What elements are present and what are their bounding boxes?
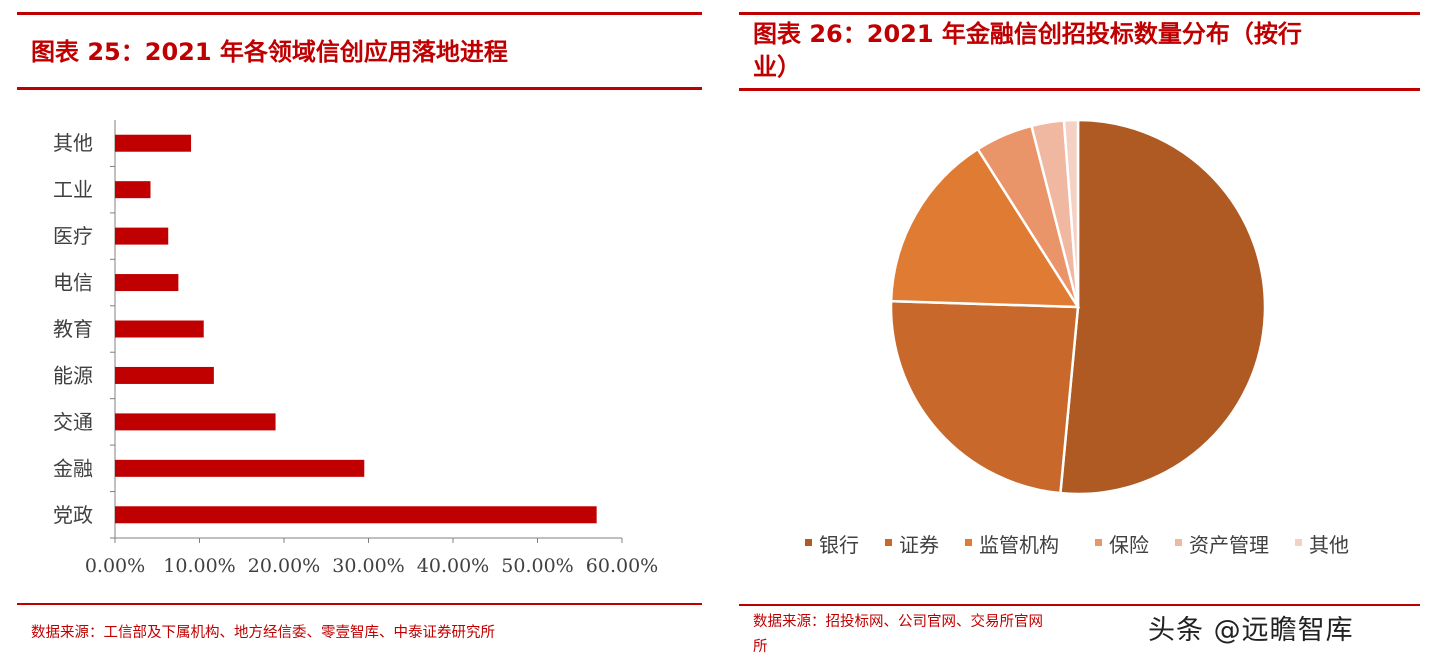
legend-swatch: [965, 539, 972, 546]
source-divider: [17, 603, 702, 605]
legend-label: 银行: [819, 533, 859, 557]
pie-slice: [889, 147, 1081, 309]
figure-26-source-line1: 数据来源：招投标网、公司官网、交易所官网: [753, 614, 1043, 630]
x-tick-label: 20.00%: [248, 555, 320, 577]
bar: [115, 181, 151, 199]
title-divider: [17, 87, 702, 90]
category-label: 教育: [53, 317, 93, 341]
category-label: 能源: [53, 363, 93, 387]
legend-label: 资产管理: [1189, 533, 1269, 557]
legend-label: 证券: [899, 533, 939, 557]
legend-swatch: [1175, 539, 1182, 546]
bar: [115, 366, 214, 384]
bar: [115, 274, 179, 292]
figure-26-title-line1: 图表 26：2021 年金融信创招投标数量分布（按行: [753, 20, 1302, 48]
legend-swatch: [885, 539, 892, 546]
figure-26-title-line2: 业）: [753, 53, 801, 81]
top-rule: [739, 12, 1420, 15]
category-label: 党政: [53, 503, 93, 527]
bar: [115, 413, 276, 431]
title-divider: [739, 88, 1420, 91]
x-tick-label: 60.00%: [586, 555, 658, 577]
x-tick-label: 40.00%: [417, 555, 489, 577]
legend-label: 监管机构: [979, 533, 1059, 557]
right-figure-panel: 图表 26：2021 年金融信创招投标数量分布（按行 业） 银行 证券 监管机构 保险…: [739, 0, 1420, 664]
left-figure-panel: 图表 25：2021 年各领域信创应用落地进程 0.00% 10.00% 20.00…: [17, 0, 702, 664]
watermark: 头条 @远瞻智库: [1148, 615, 1354, 646]
bar: [115, 320, 204, 338]
x-tick-label: 10.00%: [163, 555, 235, 577]
bar: [115, 459, 365, 477]
bar-chart: 0.00% 10.00% 20.00% 30.00% 40.00% 50.00% 60.00…: [53, 120, 658, 577]
figure-25-title: 图表 25：2021 年各领域信创应用落地进程: [31, 38, 508, 66]
category-label: 工业: [53, 178, 93, 202]
x-tick-label: 30.00%: [332, 555, 404, 577]
legend-swatch: [1095, 539, 1102, 546]
legend-label: 保险: [1109, 533, 1149, 557]
pie-slice: [1062, 118, 1080, 308]
legend-swatch: [1295, 539, 1302, 546]
category-label: 其他: [53, 131, 93, 155]
category-label: 交通: [53, 410, 93, 434]
legend-swatch: [805, 539, 812, 546]
pie-slice: [1059, 118, 1267, 496]
category-label: 医疗: [53, 224, 93, 248]
bar: [115, 227, 169, 245]
pie-chart: 银行 证券 监管机构 保险 资产管理 其他: [805, 118, 1349, 557]
x-tick-label: 50.00%: [501, 555, 573, 577]
figure-26-source-line2: 所: [753, 639, 768, 655]
bar: [115, 134, 192, 152]
figure-25-source: 数据来源：工信部及下属机构、地方经信委、零壹智库、中泰证券研究所: [31, 625, 495, 641]
top-rule: [17, 12, 702, 15]
pie-slice: [889, 299, 1080, 495]
category-label: 金融: [53, 456, 93, 480]
source-divider: [739, 604, 1420, 606]
bar: [115, 506, 597, 524]
category-label: 电信: [53, 271, 93, 295]
x-tick-label: 0.00%: [85, 555, 145, 577]
legend-label: 其他: [1309, 533, 1349, 557]
